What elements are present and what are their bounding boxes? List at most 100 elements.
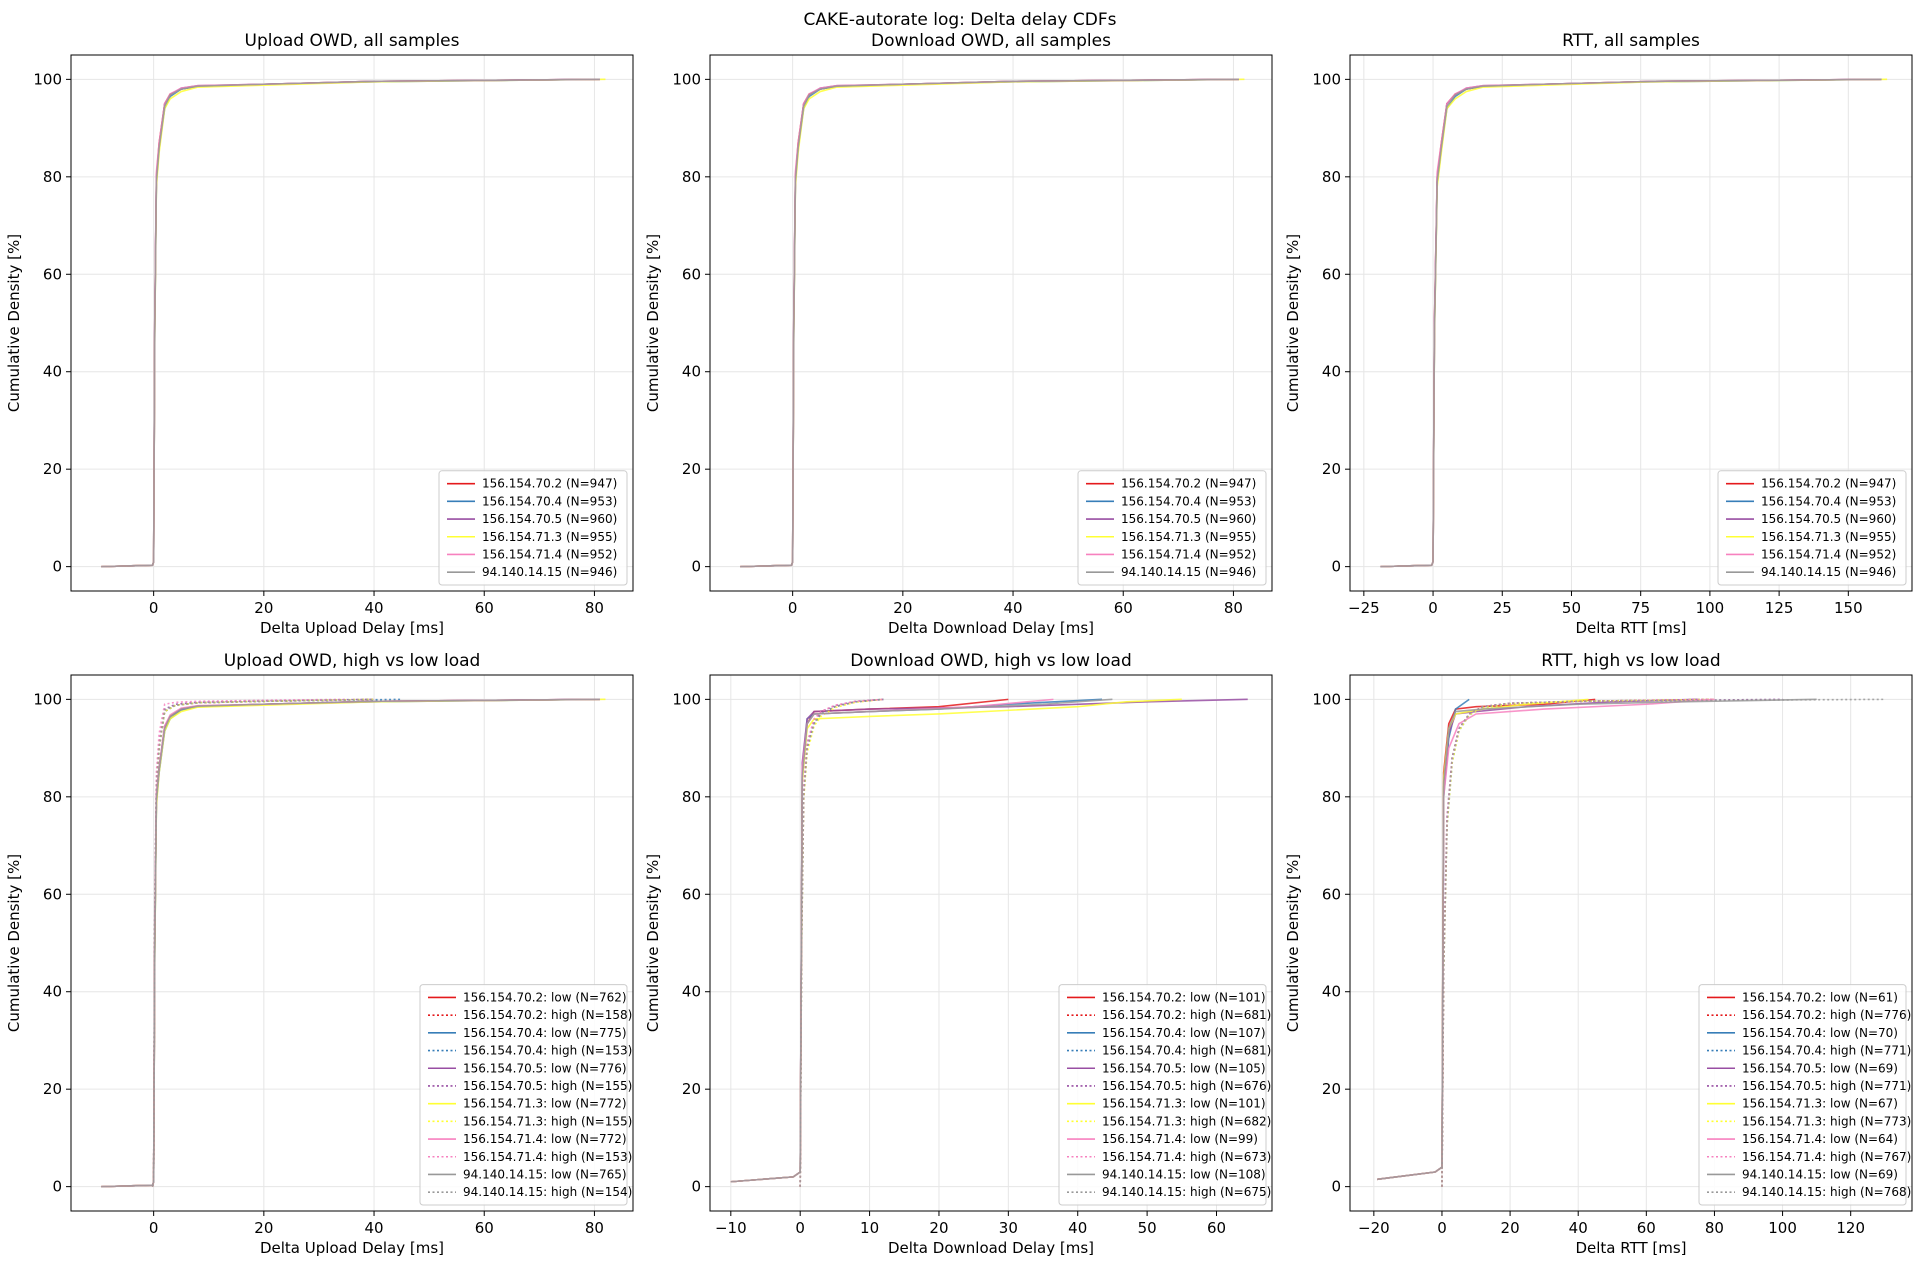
axes-frame [709, 54, 1273, 592]
y-tick-label: 40 [43, 983, 62, 1001]
legend-entry: 156.154.70.4: low (N=775) [463, 1026, 627, 1040]
legend-entry: 156.154.70.4 (N=953) [1121, 494, 1256, 508]
legend-entry: 156.154.70.4: high (N=681) [1102, 1044, 1271, 1058]
x-axis-label: Delta RTT [ms] [1575, 1239, 1686, 1257]
legend-entry: 156.154.70.5: low (N=105) [1102, 1061, 1266, 1075]
x-tick-label: 60 [1207, 1219, 1226, 1237]
y-axis-label: Cumulative Density [%] [1284, 234, 1302, 412]
x-tick-label: 20 [893, 599, 912, 617]
y-tick-label: 40 [1322, 983, 1341, 1001]
legend-entry: 156.154.70.5: low (N=776) [463, 1061, 627, 1075]
series-line-7 [1377, 698, 1589, 1181]
y-axis-label: Cumulative Density [%] [1284, 854, 1302, 1032]
x-tick-label: −10 [715, 1219, 747, 1237]
x-tick-label: 40 [1068, 1219, 1087, 1237]
legend-box [1058, 984, 1267, 1206]
legend-entry: 156.154.71.4: low (N=99) [1102, 1132, 1258, 1146]
legend-entry: 156.154.71.4 (N=952) [1121, 547, 1256, 561]
legend: 156.154.70.2: low (N=101) 156.154.70.2: h… [1058, 984, 1271, 1206]
x-tick-label: 20 [929, 1219, 948, 1237]
legend: 156.154.70.2: low (N=762) 156.154.70.2: h… [419, 984, 632, 1206]
x-tick-label: 125 [1765, 599, 1794, 617]
legend-entry: 156.154.70.5: high (N=676) [1102, 1079, 1271, 1093]
x-tick-label: 50 [1562, 599, 1581, 617]
legend-entry: 156.154.70.2: low (N=762) [463, 990, 627, 1004]
series-line-5 [1377, 698, 1698, 1181]
x-tick-label: 40 [364, 1219, 383, 1237]
legend-entry: 156.154.70.2: low (N=61) [1742, 990, 1898, 1004]
legend: 156.154.70.2 (N=947) 156.154.70.4 (N=953)… [438, 470, 628, 586]
x-tick-label: 0 [1437, 1219, 1447, 1237]
x-tick-label: 80 [585, 1219, 604, 1237]
x-tick-label: 60 [1637, 1219, 1656, 1237]
subplot-2: 0 20 40 60 80 0 20 40 60 80 100 Download OWD, all s… [644, 31, 1273, 637]
legend-box [1717, 470, 1907, 586]
y-axis-label: Cumulative Density [%] [644, 854, 662, 1032]
y-tick-label: 0 [691, 1178, 701, 1196]
x-axis-label: Delta Upload Delay [ms] [260, 1239, 444, 1257]
legend-entry: 156.154.71.4 (N=952) [482, 547, 617, 561]
legend-entry: 156.154.71.4: low (N=772) [463, 1132, 627, 1146]
y-axis-label: Cumulative Density [%] [644, 234, 662, 412]
y-tick-label: 40 [43, 363, 62, 381]
series-line-6 [740, 78, 1239, 568]
legend-entry: 156.154.70.4 (N=953) [1761, 494, 1896, 508]
y-tick-label: 60 [682, 885, 701, 903]
series-line-2 [151, 698, 375, 1187]
y-tick-label: 20 [43, 460, 62, 478]
y-tick-label: 0 [52, 558, 62, 576]
legend-entry: 156.154.70.4: low (N=107) [1102, 1026, 1266, 1040]
x-axis-label: Delta Download Delay [ms] [888, 1239, 1094, 1257]
legend-entry: 156.154.70.5 (N=960) [1121, 512, 1256, 526]
y-tick-label: 40 [1322, 363, 1341, 381]
series-line-8 [151, 698, 375, 1187]
subplot-1: 0 20 40 60 80 0 20 40 60 80 100 Upload OWD, all sam… [5, 31, 634, 637]
legend-box [1077, 470, 1267, 586]
x-tick-label: 20 [254, 599, 273, 617]
y-axis-label: Cumulative Density [%] [5, 854, 23, 1032]
axes-frame [70, 674, 634, 1212]
series-group [101, 78, 606, 568]
legend-entry: 156.154.71.4 (N=952) [1761, 547, 1896, 561]
legend-entry: 94.140.14.15: low (N=69) [1742, 1167, 1898, 1181]
legend-entry: 156.154.71.4: low (N=64) [1742, 1132, 1898, 1146]
legend-entry: 156.154.70.5 (N=960) [1761, 512, 1896, 526]
x-tick-label: 40 [1003, 599, 1022, 617]
x-tick-label: 10 [860, 1219, 879, 1237]
x-tick-label: 0 [149, 1219, 159, 1237]
subplot-4: 0 20 40 60 80 0 20 40 60 80 100 Upload OWD, high vs… [5, 651, 634, 1257]
series-line-6 [1380, 78, 1882, 568]
x-tick-label: 60 [475, 599, 494, 617]
x-tick-label: −25 [1348, 599, 1380, 617]
x-tick-label: 80 [1705, 1219, 1724, 1237]
legend-entry: 156.154.71.3 (N=955) [482, 530, 617, 544]
y-tick-label: 100 [1312, 70, 1341, 88]
x-tick-label: 0 [1428, 599, 1438, 617]
subplot-5: −10 0 10 20 30 40 50 60 0 20 40 60 80 100 Download OWD… [644, 651, 1273, 1257]
x-tick-label: −20 [1358, 1219, 1390, 1237]
legend-entry: 156.154.70.2 (N=947) [482, 477, 617, 491]
x-tick-label: 100 [1768, 1219, 1797, 1237]
y-tick-label: 60 [682, 265, 701, 283]
y-tick-label: 100 [33, 70, 62, 88]
subplot-6: −20 0 20 40 60 80 100 120 0 20 40 60 80 100 RTT, high … [1284, 651, 1913, 1257]
y-tick-label: 100 [672, 690, 701, 708]
series-line-12 [799, 698, 884, 1187]
axes-frame [70, 54, 634, 592]
axes-frame [709, 674, 1273, 1212]
legend-entry: 156.154.71.3 (N=955) [1761, 530, 1896, 544]
legend-entry: 156.154.70.4: high (N=153) [463, 1044, 632, 1058]
axes-frame [1349, 54, 1913, 592]
x-tick-label: 0 [149, 599, 159, 617]
x-tick-label: 60 [1114, 599, 1133, 617]
subplot-title: RTT, all samples [1562, 31, 1700, 51]
legend-entry: 156.154.71.3: high (N=155) [463, 1114, 632, 1128]
series-line-10 [151, 698, 347, 1187]
subplot-title: RTT, high vs low load [1541, 651, 1720, 671]
y-tick-label: 20 [43, 1080, 62, 1098]
series-group [1377, 698, 1885, 1187]
legend-entry: 156.154.71.4: high (N=767) [1742, 1150, 1911, 1164]
y-tick-label: 80 [1322, 168, 1341, 186]
